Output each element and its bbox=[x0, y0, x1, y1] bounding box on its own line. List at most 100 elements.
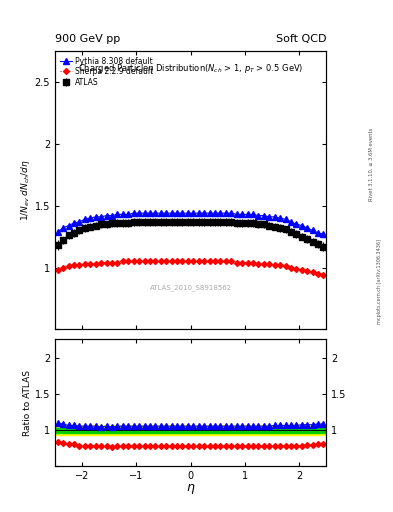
Sherpa 2.2.9 default bbox=[61, 265, 66, 271]
Pythia 8.308 default bbox=[142, 210, 147, 216]
X-axis label: $\eta$: $\eta$ bbox=[186, 482, 195, 496]
Text: ATLAS_2010_S8918562: ATLAS_2010_S8918562 bbox=[150, 284, 231, 291]
Sherpa 2.2.9 default bbox=[202, 258, 207, 264]
Pythia 8.308 default bbox=[240, 211, 244, 218]
Sherpa 2.2.9 default bbox=[261, 261, 266, 267]
Sherpa 2.2.9 default bbox=[104, 260, 109, 266]
Pythia 8.308 default bbox=[185, 210, 190, 216]
Sherpa 2.2.9 default bbox=[148, 258, 152, 264]
Legend: Pythia 8.308 default, Sherpa 2.2.9 default, ATLAS: Pythia 8.308 default, Sherpa 2.2.9 defau… bbox=[59, 55, 155, 88]
Sherpa 2.2.9 default bbox=[310, 269, 315, 275]
Sherpa 2.2.9 default bbox=[175, 258, 180, 264]
Y-axis label: $1/N_{ev}\;dN_{ch}/d\eta$: $1/N_{ev}\;dN_{ch}/d\eta$ bbox=[19, 159, 32, 221]
Text: Soft QCD: Soft QCD bbox=[276, 33, 326, 44]
Pythia 8.308 default bbox=[169, 210, 174, 216]
Pythia 8.308 default bbox=[83, 216, 87, 222]
Sherpa 2.2.9 default bbox=[66, 263, 71, 269]
Pythia 8.308 default bbox=[158, 210, 163, 216]
Line: Pythia 8.308 default: Pythia 8.308 default bbox=[55, 210, 326, 237]
Pythia 8.308 default bbox=[229, 210, 234, 216]
Sherpa 2.2.9 default bbox=[142, 258, 147, 264]
Sherpa 2.2.9 default bbox=[321, 272, 326, 278]
Sherpa 2.2.9 default bbox=[305, 268, 310, 274]
Pythia 8.308 default bbox=[294, 221, 299, 227]
Sherpa 2.2.9 default bbox=[169, 258, 174, 264]
Pythia 8.308 default bbox=[148, 210, 152, 216]
Pythia 8.308 default bbox=[94, 214, 98, 220]
Sherpa 2.2.9 default bbox=[185, 258, 190, 264]
Pythia 8.308 default bbox=[267, 214, 272, 220]
Sherpa 2.2.9 default bbox=[218, 258, 223, 264]
Text: mcplots.cern.ch [arXiv:1306.3436]: mcplots.cern.ch [arXiv:1306.3436] bbox=[377, 239, 382, 324]
Sherpa 2.2.9 default bbox=[153, 258, 158, 264]
Sherpa 2.2.9 default bbox=[115, 260, 120, 266]
Pythia 8.308 default bbox=[131, 210, 136, 216]
Sherpa 2.2.9 default bbox=[131, 258, 136, 264]
Sherpa 2.2.9 default bbox=[278, 262, 283, 268]
Sherpa 2.2.9 default bbox=[196, 258, 201, 264]
Text: Rivet 3.1.10, ≥ 3.6M events: Rivet 3.1.10, ≥ 3.6M events bbox=[369, 127, 374, 201]
Sherpa 2.2.9 default bbox=[299, 267, 304, 273]
Sherpa 2.2.9 default bbox=[72, 262, 76, 268]
Pythia 8.308 default bbox=[115, 211, 120, 218]
Pythia 8.308 default bbox=[61, 225, 66, 231]
Pythia 8.308 default bbox=[202, 210, 207, 216]
Sherpa 2.2.9 default bbox=[251, 260, 255, 266]
Pythia 8.308 default bbox=[305, 225, 310, 231]
Sherpa 2.2.9 default bbox=[120, 258, 125, 264]
Pythia 8.308 default bbox=[180, 210, 185, 216]
Pythia 8.308 default bbox=[88, 215, 93, 221]
Sherpa 2.2.9 default bbox=[99, 260, 103, 266]
Pythia 8.308 default bbox=[207, 210, 212, 216]
Sherpa 2.2.9 default bbox=[83, 261, 87, 267]
Pythia 8.308 default bbox=[137, 210, 141, 216]
Pythia 8.308 default bbox=[218, 210, 223, 216]
Sherpa 2.2.9 default bbox=[110, 260, 114, 266]
Pythia 8.308 default bbox=[283, 216, 288, 222]
Sherpa 2.2.9 default bbox=[256, 261, 261, 267]
Pythia 8.308 default bbox=[175, 210, 180, 216]
Pythia 8.308 default bbox=[120, 211, 125, 218]
Sherpa 2.2.9 default bbox=[207, 258, 212, 264]
Sherpa 2.2.9 default bbox=[213, 258, 217, 264]
Text: Charged Particle$\eta$ Distribution($N_{ch}$ > 1, $p_{T}$ > 0.5 GeV): Charged Particle$\eta$ Distribution($N_{… bbox=[78, 62, 303, 75]
Pythia 8.308 default bbox=[77, 219, 82, 225]
Pythia 8.308 default bbox=[288, 219, 293, 225]
Sherpa 2.2.9 default bbox=[234, 260, 239, 266]
Pythia 8.308 default bbox=[110, 212, 114, 219]
Pythia 8.308 default bbox=[191, 210, 196, 216]
Sherpa 2.2.9 default bbox=[316, 271, 320, 277]
Pythia 8.308 default bbox=[66, 222, 71, 228]
Pythia 8.308 default bbox=[104, 212, 109, 219]
Pythia 8.308 default bbox=[164, 210, 169, 216]
Pythia 8.308 default bbox=[310, 227, 315, 233]
Sherpa 2.2.9 default bbox=[55, 267, 60, 273]
Sherpa 2.2.9 default bbox=[180, 258, 185, 264]
Pythia 8.308 default bbox=[55, 229, 60, 235]
Pythia 8.308 default bbox=[196, 210, 201, 216]
Line: Sherpa 2.2.9 default: Sherpa 2.2.9 default bbox=[56, 259, 325, 277]
Pythia 8.308 default bbox=[278, 215, 283, 221]
Pythia 8.308 default bbox=[213, 210, 217, 216]
Pythia 8.308 default bbox=[126, 211, 130, 218]
Sherpa 2.2.9 default bbox=[164, 258, 169, 264]
Sherpa 2.2.9 default bbox=[245, 260, 250, 266]
Pythia 8.308 default bbox=[316, 230, 320, 236]
Pythia 8.308 default bbox=[251, 211, 255, 218]
Sherpa 2.2.9 default bbox=[272, 262, 277, 268]
Pythia 8.308 default bbox=[272, 214, 277, 220]
Sherpa 2.2.9 default bbox=[288, 265, 293, 271]
Sherpa 2.2.9 default bbox=[294, 266, 299, 272]
Sherpa 2.2.9 default bbox=[137, 258, 141, 264]
Pythia 8.308 default bbox=[153, 210, 158, 216]
Sherpa 2.2.9 default bbox=[229, 258, 234, 264]
Sherpa 2.2.9 default bbox=[191, 258, 196, 264]
Bar bbox=[55, 429, 326, 433]
Sherpa 2.2.9 default bbox=[224, 258, 228, 264]
Pythia 8.308 default bbox=[224, 210, 228, 216]
Bar bbox=[55, 425, 326, 435]
Pythia 8.308 default bbox=[299, 222, 304, 228]
Sherpa 2.2.9 default bbox=[158, 258, 163, 264]
Pythia 8.308 default bbox=[72, 220, 76, 226]
Sherpa 2.2.9 default bbox=[126, 258, 130, 264]
